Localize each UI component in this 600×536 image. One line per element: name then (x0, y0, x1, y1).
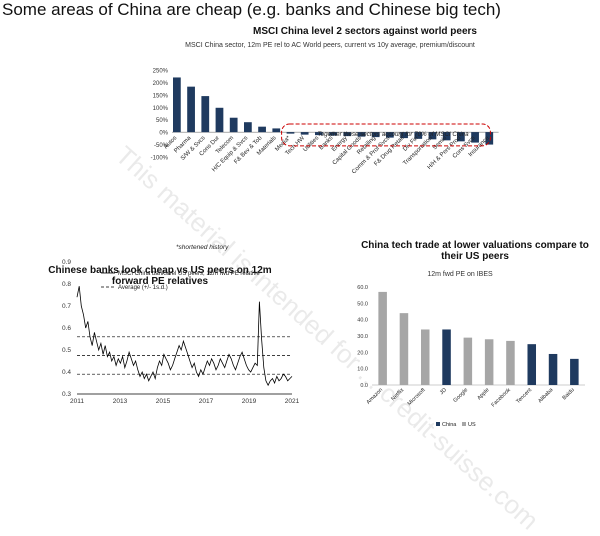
bar (371, 132, 380, 138)
sector-chart-footnote: *shortened history (176, 244, 229, 251)
bar (570, 358, 579, 385)
bar (506, 340, 515, 385)
y-tick-label: 0.7 (62, 303, 71, 310)
bar (378, 291, 387, 385)
bar (258, 126, 266, 133)
x-tick-label: 2011 (70, 398, 84, 405)
bar (457, 132, 465, 142)
bar (343, 132, 352, 137)
series-line (76, 286, 293, 387)
tech-chart-title: China tech trade at lower valuations com… (361, 240, 589, 262)
bar (329, 132, 337, 136)
slide-title: Some areas of China are cheap (e.g. bank… (2, 0, 501, 19)
x-tick-label: Facebook (491, 387, 512, 408)
legend-label-china: China (442, 422, 457, 428)
y-tick-label: 100% (153, 106, 169, 112)
highlight-annotation: Together these sectors account for 70% o… (317, 131, 469, 138)
tech-chart-subtitle: 12m fwd PE on IBES (427, 271, 493, 278)
y-tick-label: 150% (153, 93, 169, 99)
legend-swatch-china (436, 422, 440, 426)
y-tick-label: 200% (153, 81, 169, 87)
y-tick-label: 0.0 (360, 383, 368, 389)
y-tick-label: 10.0 (357, 367, 368, 373)
x-tick-label: Netflix (390, 387, 405, 402)
bar (420, 329, 430, 385)
y-tick-label: 0.6 (62, 325, 71, 332)
bar (548, 353, 558, 385)
y-tick-label: 50% (156, 118, 169, 124)
x-tick-label: JD (439, 387, 448, 396)
legend-label-average: Average (+/- 1s.d.) (118, 285, 168, 291)
bar (399, 313, 409, 385)
y-tick-label: -50% (154, 143, 169, 149)
y-tick-label: 0.4 (62, 369, 71, 376)
bar (442, 329, 451, 385)
highlight-box (281, 123, 491, 147)
bar (357, 132, 366, 137)
x-tick-label: 2021 (285, 398, 300, 405)
sector-chart-subtitle: MSCI China sector, 12m PE rel to AC Worl… (185, 42, 475, 49)
y-tick-label: 0.5 (62, 347, 71, 354)
sector-chart-title: MSCI China level 2 sectors against world… (253, 26, 477, 37)
y-tick-label: 60.0 (357, 285, 368, 291)
banks-chart-title: Chinese banks look cheap vs US peers on … (48, 265, 272, 287)
bar (400, 132, 408, 139)
x-tick-label: Utilities (302, 135, 320, 153)
x-tick-label: Alibaba (537, 387, 555, 405)
y-tick-label: 0.3 (62, 391, 71, 398)
x-tick-label: Tencent (515, 387, 533, 405)
bar (463, 337, 473, 385)
x-tick-label: 2015 (156, 398, 171, 405)
bar (173, 77, 181, 133)
bar (527, 344, 537, 385)
legend-label-us: US (468, 422, 476, 428)
x-tick-label: 2013 (113, 398, 128, 405)
bar (244, 122, 252, 133)
y-tick-label: 250% (153, 69, 169, 75)
x-tick-label: Baidu (562, 387, 576, 401)
bar (286, 132, 295, 134)
bar (201, 96, 210, 133)
bar (386, 132, 394, 138)
y-tick-label: 40.0 (357, 318, 368, 324)
bar (215, 107, 224, 133)
y-tick-label: 0% (159, 131, 168, 137)
bar (300, 132, 309, 135)
x-tick-label: Google (452, 387, 469, 404)
y-tick-label: 30.0 (357, 334, 368, 340)
x-tick-label: Microsoft (407, 387, 427, 407)
legend-label-series: MSCI China banks rel US peers, 12m fwd P… (118, 271, 260, 277)
x-tick-label: Amazon (366, 387, 385, 406)
x-tick-label: 2017 (199, 398, 214, 405)
bar (485, 132, 494, 145)
x-tick-label: 2019 (242, 398, 257, 405)
bar (471, 132, 479, 143)
sector-chart: 250%200%150%100%50%0%-50%-100%AutosPharm… (151, 69, 499, 175)
bar (414, 132, 423, 139)
bar (315, 132, 323, 136)
y-tick-label: 50.0 (357, 301, 368, 307)
y-tick-label: 0.9 (62, 259, 71, 266)
bar (428, 132, 437, 140)
legend-swatch-us (462, 422, 466, 426)
y-tick-label: -100% (151, 156, 169, 162)
bar (229, 117, 238, 133)
bar (484, 339, 494, 385)
bar (272, 128, 281, 133)
x-tick-label: Apple (476, 387, 490, 401)
bar (187, 86, 195, 133)
y-tick-label: 20.0 (357, 350, 368, 356)
bar (442, 132, 451, 141)
y-tick-label: 0.8 (62, 281, 71, 288)
